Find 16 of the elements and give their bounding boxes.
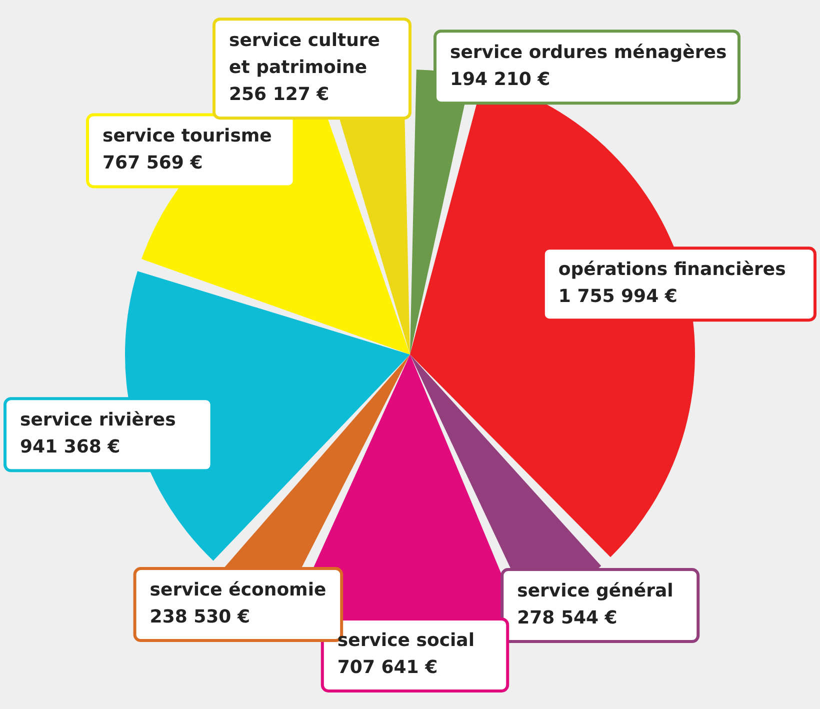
data-label: 707 641 € (337, 656, 438, 678)
data-label: 256 127 € (229, 84, 330, 106)
data-label: 941 368 € (20, 436, 120, 458)
data-label: 194 210 € (450, 69, 550, 90)
slice-label: service économie (150, 580, 326, 601)
slice-label: service tourisme (102, 126, 272, 147)
slice-label: service social (337, 630, 474, 651)
data-label: 238 530 € (150, 606, 250, 628)
slice-label: service général (517, 580, 674, 602)
data-label: 767 569 € (102, 152, 203, 174)
slice-label: service ordures ménagères (450, 42, 727, 64)
data-label: 1 755 994 € (558, 286, 678, 308)
data-label: 278 544 € (517, 608, 618, 629)
slice-label: service culture et patrimoine (229, 30, 380, 78)
slice-label: opérations financières (558, 259, 786, 280)
slice-label: service rivières (20, 410, 176, 431)
